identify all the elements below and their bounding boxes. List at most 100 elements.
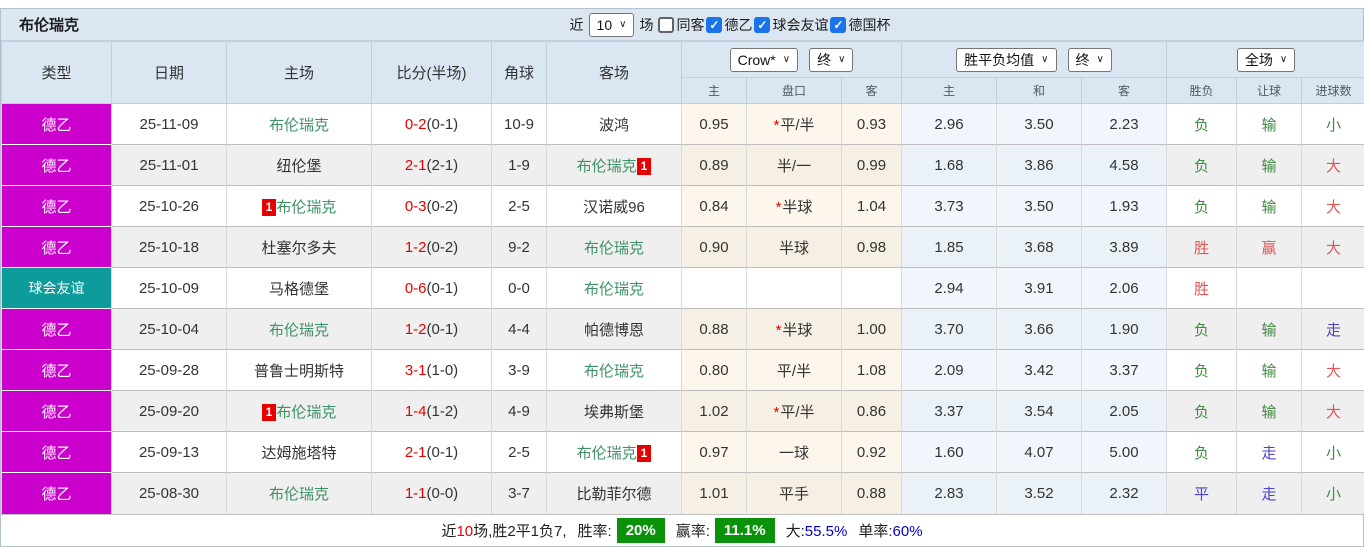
checked-checkbox-icon[interactable]: ✓: [754, 17, 770, 33]
cell-competition-type: 球会友谊: [2, 268, 112, 309]
cell-away-team: 帕德博恩: [547, 309, 682, 350]
cell-avg-draw: 4.07: [997, 432, 1082, 473]
subcol-avg-away: 客: [1082, 78, 1167, 104]
unchecked-checkbox-icon[interactable]: [658, 17, 674, 33]
cell-date: 25-11-09: [112, 104, 227, 145]
team-name[interactable]: 达姆施塔特: [261, 445, 336, 462]
cell-competition-type: 德乙: [2, 145, 112, 186]
cell-odds-home: [682, 268, 747, 309]
cell-avg-away: 5.00: [1082, 432, 1167, 473]
bookmaker-stage-select[interactable]: 终 ∨: [809, 48, 853, 72]
cell-odds-home: 0.88: [682, 309, 747, 350]
full-time-score: 0-2: [405, 116, 427, 133]
team-name[interactable]: 纽伦堡: [276, 158, 321, 175]
team-name[interactable]: 埃弗斯堡: [584, 404, 644, 421]
half-time-score: (0-0): [427, 485, 459, 502]
cell-away-team: 比勒菲尔德: [547, 473, 682, 514]
profit-rate-label: 赢率:: [676, 520, 710, 541]
selector-row: 类型 日期 主场 比分(半场) 角球 客场 Crow* ∨ 终 ∨: [2, 42, 1364, 78]
cell-result-wdl: 负: [1167, 350, 1237, 391]
cell-away-team: 布伦瑞克: [547, 268, 682, 309]
cell-home-team: 普鲁士明斯特: [227, 350, 372, 391]
cell-corners: 1-9: [492, 145, 547, 186]
team-matches-panel: 布伦瑞克 近 10 ∨ 场 同客✓德乙✓球会友谊✓德国杯 类型 日期 主场 比分…: [0, 8, 1364, 514]
cell-odds-home: 0.95: [682, 104, 747, 145]
team-name[interactable]: 比勒菲尔德: [576, 486, 651, 503]
cell-result-goals: 小: [1302, 473, 1364, 514]
average-stage-select[interactable]: 终 ∨: [1068, 48, 1112, 72]
team-name[interactable]: 布伦瑞克: [276, 199, 336, 216]
full-time-score: 1-2: [405, 239, 427, 256]
team-name[interactable]: 布伦瑞克: [584, 281, 644, 298]
full-time-score: 1-1: [405, 485, 427, 502]
cell-handicap-line: *半球: [747, 186, 842, 227]
cell-score: 0-3(0-2): [372, 186, 492, 227]
team-name[interactable]: 布伦瑞克: [269, 322, 329, 339]
half-time-score: (0-1): [427, 280, 459, 297]
cell-avg-home: 3.73: [902, 186, 997, 227]
cell-handicap-line: *平/半: [747, 391, 842, 432]
scope-select[interactable]: 全场 ∨: [1237, 48, 1295, 72]
cell-odds-away: 0.88: [842, 473, 902, 514]
cell-handicap-line: *平/半: [747, 104, 842, 145]
subcol-odds-line: 盘口: [747, 78, 842, 104]
team-name[interactable]: 布伦瑞克: [577, 158, 637, 175]
cell-corners: 4-4: [492, 309, 547, 350]
cell-date: 25-10-04: [112, 309, 227, 350]
cell-result-wdl: 负: [1167, 104, 1237, 145]
cell-handicap-line: 半/一: [747, 145, 842, 186]
team-name[interactable]: 普鲁士明斯特: [254, 363, 344, 380]
cell-competition-type: 德乙: [2, 391, 112, 432]
team-name[interactable]: 布伦瑞克: [269, 117, 329, 134]
cell-avg-home: 3.70: [902, 309, 997, 350]
panel-title-bar: 布伦瑞克 近 10 ∨ 场 同客✓德乙✓球会友谊✓德国杯: [1, 9, 1363, 41]
bookmaker-select[interactable]: Crow* ∨: [730, 48, 798, 72]
cell-result-goals: 大: [1302, 186, 1364, 227]
cell-date: 25-09-28: [112, 350, 227, 391]
filter-label: 球会友谊: [772, 15, 828, 35]
half-time-score: (0-1): [427, 321, 459, 338]
cell-home-team: 布伦瑞克: [227, 473, 372, 514]
cell-handicap-line: 一球: [747, 432, 842, 473]
team-name[interactable]: 汉诺威96: [583, 199, 645, 216]
filter-checkbox-group: 同客: [658, 15, 704, 35]
cell-away-team: 埃弗斯堡: [547, 391, 682, 432]
cell-odds-away: 0.92: [842, 432, 902, 473]
cell-competition-type: 德乙: [2, 350, 112, 391]
filter-label: 德国杯: [848, 15, 890, 35]
cell-score: 1-1(0-0): [372, 473, 492, 514]
average-select[interactable]: 胜平负均值 ∨: [956, 48, 1056, 72]
half-time-score: (2-1): [427, 157, 459, 174]
cell-handicap-line: 半球: [747, 227, 842, 268]
checked-checkbox-icon[interactable]: ✓: [706, 17, 722, 33]
team-name[interactable]: 杜塞尔多夫: [261, 240, 336, 257]
team-name[interactable]: 布伦瑞克: [584, 363, 644, 380]
cell-result-goals: 大: [1302, 350, 1364, 391]
team-name[interactable]: 布伦瑞克: [577, 445, 637, 462]
cell-odds-away: 1.00: [842, 309, 902, 350]
cell-result-handicap: 输: [1237, 145, 1302, 186]
checked-checkbox-icon[interactable]: ✓: [830, 17, 846, 33]
team-name[interactable]: 马格德堡: [269, 281, 329, 298]
cell-odds-away: 0.99: [842, 145, 902, 186]
team-name[interactable]: 布伦瑞克: [276, 404, 336, 421]
team-name[interactable]: 布伦瑞克: [584, 240, 644, 257]
recent-count-select[interactable]: 10 ∨: [589, 13, 635, 37]
cell-score: 1-2(0-2): [372, 227, 492, 268]
top-strip: [0, 0, 1364, 8]
team-name[interactable]: 布伦瑞克: [269, 486, 329, 503]
cell-score: 3-1(1-0): [372, 350, 492, 391]
subcol-odds-away: 客: [842, 78, 902, 104]
cell-odds-away: 1.04: [842, 186, 902, 227]
cell-score: 2-1(0-1): [372, 432, 492, 473]
half-time-score: (1-2): [427, 403, 459, 420]
cell-result-wdl: 负: [1167, 432, 1237, 473]
subcol-odds-home: 主: [682, 78, 747, 104]
cell-corners: 0-0: [492, 268, 547, 309]
team-name[interactable]: 帕德博恩: [584, 322, 644, 339]
team-name[interactable]: 波鸿: [599, 117, 629, 134]
cell-home-team: 马格德堡: [227, 268, 372, 309]
